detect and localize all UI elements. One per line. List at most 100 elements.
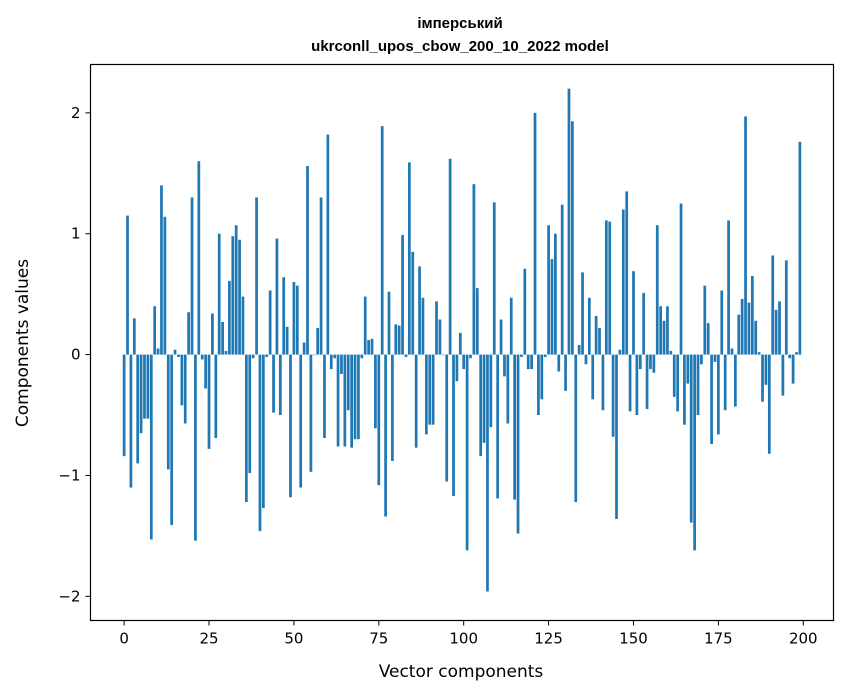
bar-7 [146,354,150,419]
bar-36 [245,354,248,503]
bar-127 [554,233,557,355]
bar-23 [200,354,204,360]
bar-94 [441,354,445,356]
bar-68 [353,354,357,440]
bar-43 [268,290,272,355]
bar-160 [666,306,669,355]
bar-80 [394,324,398,355]
bar-65 [343,354,347,447]
y-tick-label: 2 [71,104,81,122]
bar-3 [132,318,136,355]
bar-70 [360,354,364,359]
bar-50 [292,282,296,355]
bar-156 [652,354,656,373]
bar-198 [795,352,798,355]
bar-168 [693,354,696,551]
bar-38 [251,354,255,359]
bar-165 [683,354,686,425]
bar-40 [258,354,262,532]
bar-164 [679,203,683,355]
bar-17 [180,354,184,406]
bar-117 [520,354,523,358]
bar-92 [435,301,438,355]
bar-53 [302,342,306,355]
bar-72 [367,340,370,355]
bar-161 [669,350,673,355]
bar-126 [550,259,554,355]
y-tick-label: 1 [71,225,81,243]
bar-109 [492,202,496,355]
bar-113 [506,354,510,424]
bar-169 [696,354,700,416]
bar-34 [238,239,241,355]
bar-71 [363,296,367,355]
bar-150 [632,271,635,355]
bar-15 [173,349,177,355]
bar-14 [170,354,174,526]
bars-group [122,88,802,592]
bar-180 [734,354,737,407]
bar-174 [713,354,717,362]
bar-61 [329,354,333,370]
bar-5 [139,354,143,434]
bar-8 [149,354,153,540]
x-tick-label: 0 [119,630,129,648]
bar-98 [455,354,459,382]
bar-110 [496,354,500,499]
bar-51 [295,285,299,355]
bar-152 [638,354,642,370]
bar-90 [428,354,432,425]
bar-158 [659,306,663,355]
bar-78 [387,291,391,355]
bar-137 [587,297,591,355]
bar-56 [312,354,316,356]
bar-67 [350,354,353,448]
bar-39 [255,197,258,355]
bar-89 [424,354,428,435]
bar-134 [577,344,581,355]
bar-28 [217,233,221,355]
bar-172 [706,323,710,355]
bar-170 [700,354,703,365]
bar-35 [241,296,245,355]
y-axis-label: Components values [13,259,33,427]
bar-108 [489,354,493,428]
bar-46 [278,354,282,416]
bar-120 [530,354,533,370]
bar-104 [475,288,479,355]
bar-93 [438,319,442,355]
x-tick-label: 200 [789,630,818,648]
bar-18 [183,354,187,424]
bar-37 [248,354,252,474]
bar-12 [163,216,167,355]
y-tick-label: 0 [71,346,81,364]
bar-25 [207,354,211,449]
chart-title-line-1: імперський [417,15,502,32]
bar-185 [750,276,754,355]
x-tick-label: 25 [199,630,218,648]
bar-9 [153,306,157,355]
bar-82 [401,234,404,355]
bar-31 [228,280,231,355]
bar-154 [645,354,649,409]
bar-112 [503,354,506,377]
bar-105 [479,354,483,457]
bar-136 [584,354,588,365]
x-tick-label: 125 [534,630,563,648]
chart-title-line-2: ukrconll_upos_cbow_200_10_2022 model [311,38,609,55]
bar-183 [744,116,747,355]
bar-106 [482,354,486,443]
bar-2 [129,354,133,488]
bar-48 [285,326,289,355]
bar-167 [689,354,693,523]
x-axis-label: Vector components [379,662,544,682]
bar-45 [275,238,279,355]
bar-60 [326,134,330,355]
x-tick-label: 150 [619,630,648,648]
bar-19 [187,312,190,355]
bar-107 [486,354,489,592]
bar-13 [166,354,170,470]
bar-0 [122,354,126,457]
bar-184 [747,302,751,355]
